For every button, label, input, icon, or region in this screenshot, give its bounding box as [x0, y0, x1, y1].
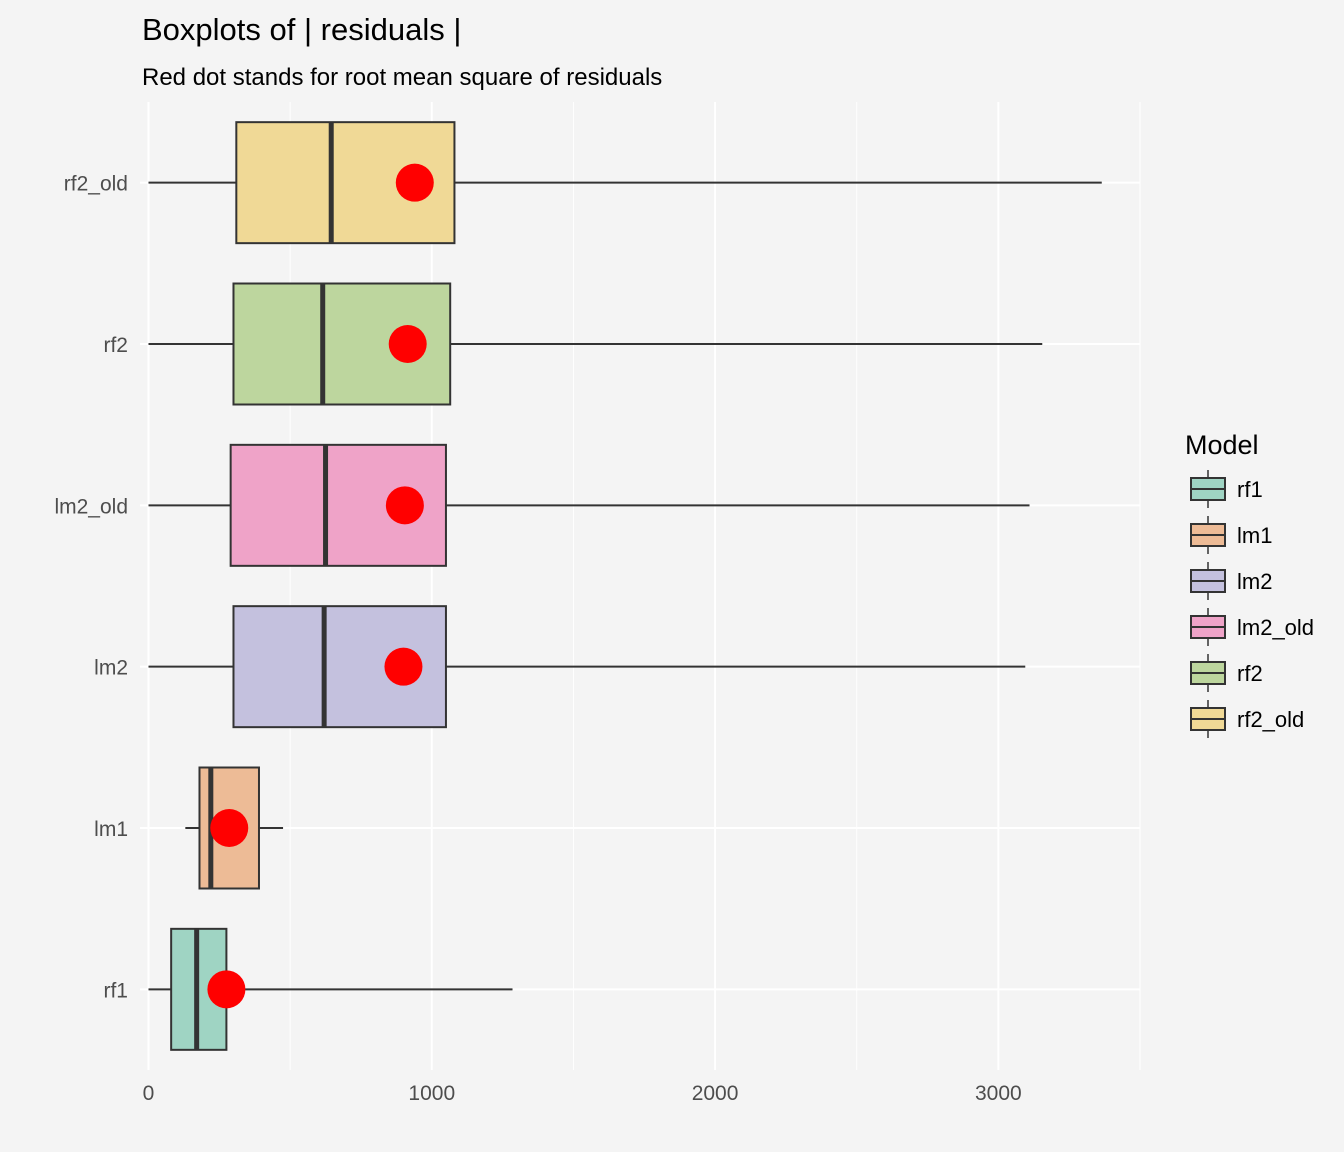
legend-item-rf2_old: rf2_old — [1190, 700, 1304, 738]
x-tick-label-0: 0 — [143, 1082, 155, 1105]
rms-dot-lm2 — [384, 647, 423, 686]
rms-dot-rf1 — [207, 970, 246, 1009]
y-tick-label-lm2_old: lm2_old — [54, 495, 128, 518]
legend-title: Model — [1185, 430, 1259, 460]
box-rect-rf2_old — [235, 121, 456, 245]
legend-label: rf2 — [1237, 661, 1263, 686]
chart-subtitle: Red dot stands for root mean square of r… — [142, 64, 662, 91]
legend-label: rf2_old — [1237, 707, 1304, 732]
rms-dot-lm2_old — [385, 486, 424, 525]
box-lm1 — [185, 766, 284, 890]
rms-dot-rf2_old — [395, 163, 434, 202]
grid — [140, 102, 1141, 1070]
legend-item-lm1: lm1 — [1190, 516, 1272, 554]
y-tick-label-rf2: rf2 — [103, 334, 128, 357]
legend-label: lm2_old — [1237, 615, 1314, 640]
box-rf2 — [148, 282, 1043, 406]
legend-label: rf1 — [1237, 477, 1263, 502]
legend-item-lm2: lm2 — [1190, 562, 1272, 600]
x-tick-label-1: 1000 — [408, 1082, 455, 1105]
legend-label: lm2 — [1237, 569, 1272, 594]
y-tick-label-lm2: lm2 — [94, 657, 128, 680]
rms-dot-rf2 — [388, 325, 427, 363]
legend-item-lm2_old: lm2_old — [1190, 608, 1314, 646]
box-lm2 — [148, 605, 1026, 729]
legend-item-rf2: rf2 — [1190, 654, 1263, 692]
y-tick-label-rf1: rf1 — [103, 979, 128, 1002]
y-axis: rf1 lm1 lm2 lm2_old rf2 rf2_old — [54, 173, 128, 1003]
x-tick-label-3: 3000 — [975, 1082, 1022, 1105]
x-axis: 0 1000 2000 3000 — [143, 1082, 1022, 1105]
boxes — [148, 121, 1102, 1051]
rms-dot-lm1 — [210, 809, 249, 847]
legend-label: lm1 — [1237, 523, 1272, 548]
y-tick-label-lm1: lm1 — [94, 818, 128, 841]
box-rf2_old — [148, 121, 1102, 245]
box-rf1 — [148, 927, 513, 1051]
x-tick-label-2: 2000 — [692, 1082, 739, 1105]
chart-title: Boxplots of | residuals | — [142, 12, 461, 47]
box-lm2_old — [148, 443, 1030, 567]
y-tick-label-rf2_old: rf2_old — [64, 173, 128, 196]
legend-item-rf1: rf1 — [1190, 470, 1263, 508]
legend: Model rf1 lm1 lm2 lm2_old rf2 rf2_old — [1185, 430, 1314, 738]
